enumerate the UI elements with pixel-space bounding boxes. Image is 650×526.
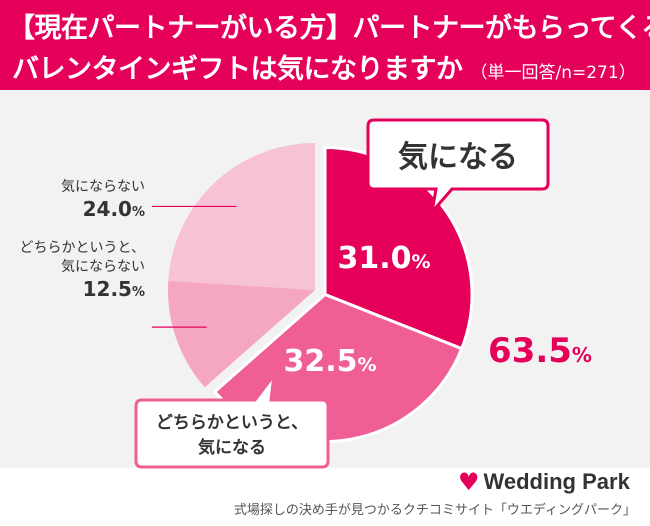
callout-dochira-kininaru-line1: どちらかというと、 bbox=[156, 413, 308, 433]
combined-total-value: 63.5 bbox=[488, 331, 572, 371]
pct-dochira-kininaru: % bbox=[357, 354, 376, 376]
label-dochira-kininaranai-line1: どちらかというと、 bbox=[20, 240, 145, 256]
value-kininaru: 31.0 bbox=[337, 241, 411, 276]
callout-kininaru-text: 気になる bbox=[398, 140, 518, 175]
footer-tagline: 式場探しの決め手が見つかるクチコミサイト「ウエディングパーク」 bbox=[233, 503, 636, 518]
value-kininaranai: 24.0 bbox=[83, 197, 132, 221]
callout-kininaru: 気になる bbox=[366, 118, 550, 218]
value-label-dochira-kininaranai: 12.5% bbox=[83, 277, 145, 301]
page-title-question: バレンタインギフトは気になりますか bbox=[12, 54, 463, 85]
pct-kininaranai: % bbox=[132, 205, 145, 220]
pct-kininaru: % bbox=[411, 251, 430, 273]
value-dochira-kininaru: 32.5 bbox=[283, 344, 357, 379]
value-dochira-kininaranai: 12.5 bbox=[83, 277, 132, 301]
heart-icon: ♥ bbox=[458, 468, 480, 496]
callout-dochira-kininaru: どちらかというと、 気になる bbox=[134, 369, 330, 469]
callout-dochira-kininaru-line2: 気になる bbox=[197, 437, 266, 458]
combined-total-pct: % bbox=[572, 343, 592, 367]
page-title: 【現在パートナーがいる方】パートナーがもらってくる bbox=[8, 13, 650, 44]
slice-dochira-kininaranai bbox=[168, 280, 315, 388]
page-title-line2: バレンタインギフトは気になりますか （単一回答/n=271） bbox=[12, 47, 636, 86]
brand-name: Wedding Park bbox=[483, 469, 630, 494]
slice-kininaranai bbox=[168, 143, 315, 290]
label-dochira-kininaranai-line2: 気にならない bbox=[61, 259, 145, 275]
pct-dochira-kininaranai: % bbox=[132, 285, 145, 300]
leader-lines bbox=[152, 205, 237, 328]
label-kininaranai: 気にならない bbox=[61, 179, 145, 195]
value-label-kininaru: 31.0% bbox=[337, 241, 430, 276]
title-banner: 【現在パートナーがいる方】パートナーがもらってくる バレンタインギフトは気になり… bbox=[0, 0, 650, 90]
value-label-kininaranai: 24.0% bbox=[83, 197, 145, 221]
callout-kininaru-bubble bbox=[366, 118, 550, 218]
wedding-park-logo: ♥ Wedding Park bbox=[458, 469, 630, 495]
value-label-dochira-kininaru: 32.5% bbox=[283, 344, 376, 379]
combined-total-label: 63.5% bbox=[488, 331, 592, 371]
page-subtitle: （単一回答/n=271） bbox=[470, 63, 636, 83]
callout-dochira-kininaru-bubble bbox=[134, 369, 330, 469]
